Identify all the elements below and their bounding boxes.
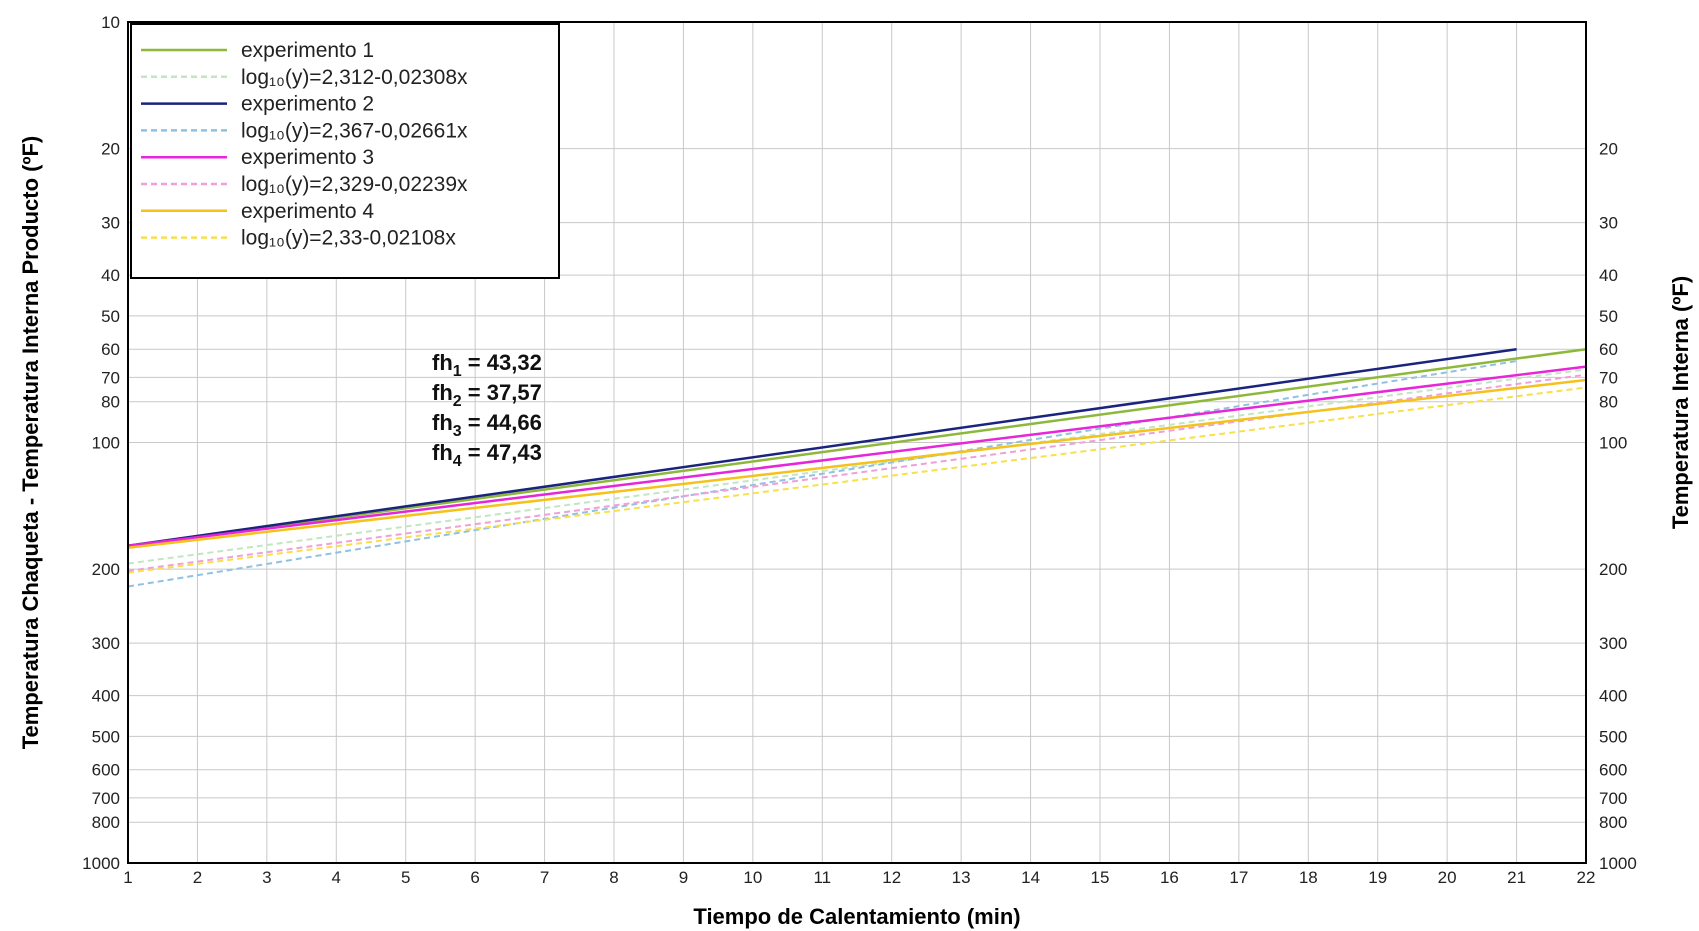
y-left-tick-label: 800 xyxy=(92,813,120,832)
y-axis-right-title: Temperatura Interna (ºF) xyxy=(1668,276,1693,529)
y-left-tick-label: 20 xyxy=(101,140,120,159)
x-tick-label: 16 xyxy=(1160,868,1179,887)
x-tick-label: 9 xyxy=(679,868,688,887)
y-right-tick-label: 50 xyxy=(1599,307,1618,326)
legend-label: experimento 3 xyxy=(241,146,374,169)
y-right-tick-label: 30 xyxy=(1599,214,1618,233)
y-left-tick-label: 400 xyxy=(92,687,120,706)
legend: experimento 1 log₁₀(y)=2,312-0,02308x expe… xyxy=(130,23,560,279)
x-tick-label: 19 xyxy=(1368,868,1387,887)
series-line-3 xyxy=(127,347,1517,547)
y-right-tick-label: 300 xyxy=(1599,634,1627,653)
y-right-tick-label: 400 xyxy=(1599,687,1627,706)
legend-label: experimento 4 xyxy=(241,200,374,223)
y-right-tick-label: 80 xyxy=(1599,393,1618,412)
x-tick-label: 22 xyxy=(1577,868,1596,887)
y-right-tick-label: 800 xyxy=(1599,813,1627,832)
series-line-1 xyxy=(127,347,1587,547)
x-tick-label: 1 xyxy=(123,868,132,887)
y-right-tick-label: 500 xyxy=(1599,727,1627,746)
y-axis-right-ticks: 20 30 40 50 60 70 80 100 200 300 400 500 600 700 800 10… xyxy=(1599,140,1637,873)
x-tick-label: 15 xyxy=(1091,868,1110,887)
fh-annotation: fh4 = 47,43 xyxy=(432,440,542,470)
x-tick-label: 21 xyxy=(1507,868,1526,887)
y-left-tick-label: 60 xyxy=(101,340,120,359)
y-left-tick-label: 30 xyxy=(101,214,120,233)
fit-line-4 xyxy=(127,360,1517,588)
fit-line-8 xyxy=(127,386,1587,574)
y-right-tick-label: 100 xyxy=(1599,434,1627,453)
y-right-tick-label: 600 xyxy=(1599,761,1627,780)
x-tick-label: 5 xyxy=(401,868,410,887)
legend-label: log₁₀(y)=2,367-0,02661x xyxy=(241,119,468,142)
y-left-tick-label: 10 xyxy=(101,13,120,32)
y-right-tick-label: 200 xyxy=(1599,560,1627,579)
legend-label: experimento 2 xyxy=(241,93,374,116)
x-tick-label: 2 xyxy=(193,868,202,887)
y-left-tick-label: 40 xyxy=(101,266,120,285)
plot-frame xyxy=(127,21,1587,864)
y-left-tick-label: 50 xyxy=(101,307,120,326)
series-line-7 xyxy=(127,378,1587,550)
y-axis-left-title: Temperatura Chaqueta - Temperatura Inter… xyxy=(18,136,43,750)
y-left-tick-label: 600 xyxy=(92,761,120,780)
x-tick-label: 20 xyxy=(1438,868,1457,887)
y-left-tick-label: 80 xyxy=(101,393,120,412)
x-axis-title: Tiempo de Calentamiento (min) xyxy=(693,904,1020,929)
legend-label: log₁₀(y)=2,329-0,02239x xyxy=(241,173,468,196)
y-left-tick-label: 700 xyxy=(92,789,120,808)
x-tick-label: 10 xyxy=(743,868,762,887)
y-left-tick-label: 500 xyxy=(92,727,120,746)
x-tick-label: 14 xyxy=(1021,868,1040,887)
y-left-tick-label: 70 xyxy=(101,368,120,387)
fh-annotation: fh1 = 43,32 xyxy=(432,350,542,380)
x-tick-label: 12 xyxy=(882,868,901,887)
x-tick-label: 18 xyxy=(1299,868,1318,887)
x-tick-label: 6 xyxy=(470,868,479,887)
x-tick-label: 17 xyxy=(1229,868,1248,887)
legend-label: log₁₀(y)=2,33-0,02108x xyxy=(241,227,456,250)
y-right-tick-label: 700 xyxy=(1599,789,1627,808)
series-line-5 xyxy=(127,365,1587,547)
y-right-tick-label: 20 xyxy=(1599,140,1618,159)
y-right-tick-label: 40 xyxy=(1599,266,1618,285)
x-tick-label: 8 xyxy=(609,868,618,887)
fh-annotation: fh3 = 44,66 xyxy=(432,410,542,440)
x-tick-label: 11 xyxy=(813,868,831,887)
y-right-tick-label: 70 xyxy=(1599,368,1618,387)
x-tick-label: 7 xyxy=(540,868,549,887)
x-tick-label: 3 xyxy=(262,868,271,887)
x-tick-label: 4 xyxy=(332,868,341,887)
legend-label: log₁₀(y)=2,312-0,02308x xyxy=(241,66,468,89)
y-right-tick-label: 1000 xyxy=(1599,854,1637,873)
y-right-tick-label: 60 xyxy=(1599,340,1618,359)
y-left-tick-label: 200 xyxy=(92,560,120,579)
y-left-tick-label: 300 xyxy=(92,634,120,653)
x-axis-ticks: 1 2 3 4 5 6 7 8 9 10 11 12 13 14 15 16 17 18 19 20 21 22 xyxy=(123,868,1595,887)
fit-line-2 xyxy=(127,368,1587,565)
legend-label: experimento 1 xyxy=(241,39,374,62)
x-tick-label: 13 xyxy=(952,868,971,887)
series-lines xyxy=(127,347,1587,588)
y-left-tick-label: 100 xyxy=(92,434,120,453)
legend-box xyxy=(130,23,560,279)
y-left-tick-label: 1000 xyxy=(82,854,120,873)
y-axis-left-ticks: 10 20 30 40 50 60 70 80 100 200 300 400 500 600 700 800… xyxy=(82,13,120,873)
fh-annotation: fh2 = 37,57 xyxy=(432,380,542,410)
